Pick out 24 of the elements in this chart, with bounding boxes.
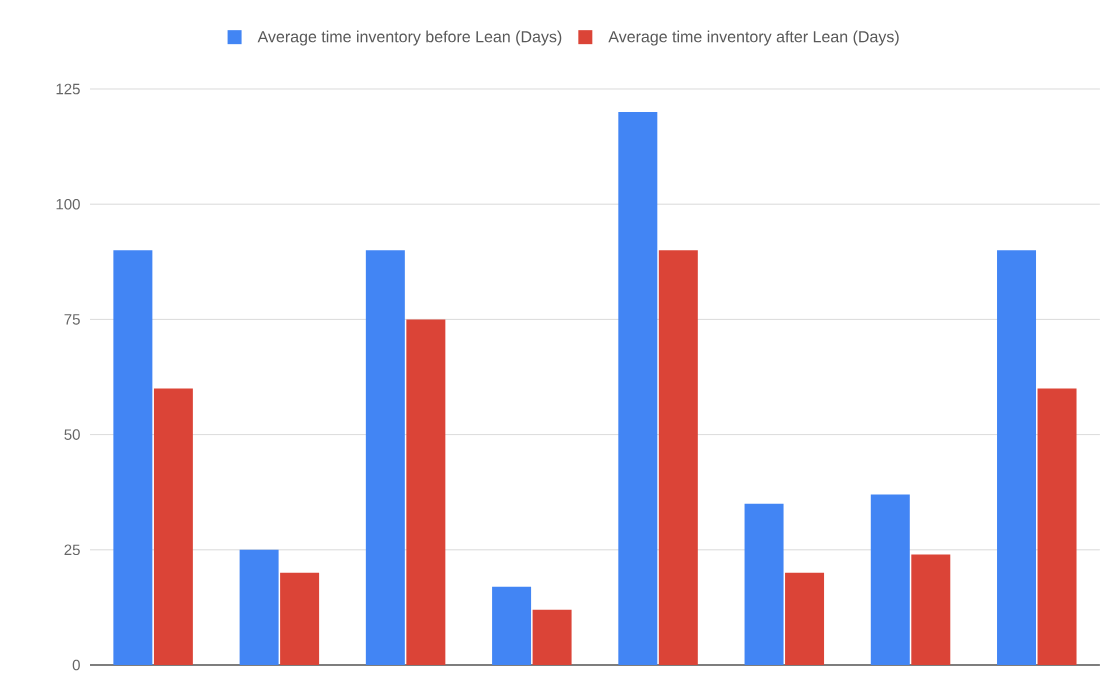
bar [406, 319, 446, 665]
bar [997, 250, 1037, 665]
bar [911, 554, 951, 665]
y-tick-label: 25 [64, 544, 80, 556]
bar [365, 250, 405, 665]
y-tick-label: 75 [64, 314, 80, 325]
y-tick-label: 125 [56, 83, 80, 95]
bar [785, 572, 825, 665]
y-tick-label: 100 [56, 198, 80, 210]
bar [239, 549, 279, 665]
bar [280, 572, 320, 665]
bar [532, 609, 572, 665]
bar [618, 112, 658, 665]
bar [1037, 388, 1077, 665]
bar [870, 494, 910, 665]
bar [658, 250, 698, 665]
legend-label: Average time inventory after Lean (Days) [608, 30, 899, 46]
bar [744, 503, 784, 665]
y-tick-label: 0 [72, 659, 80, 671]
legend-label: Average time inventory before Lean (Days) [257, 30, 562, 46]
bar [113, 250, 153, 665]
bar [492, 586, 532, 665]
y-tick-label: 50 [64, 429, 80, 440]
bar [153, 388, 193, 665]
